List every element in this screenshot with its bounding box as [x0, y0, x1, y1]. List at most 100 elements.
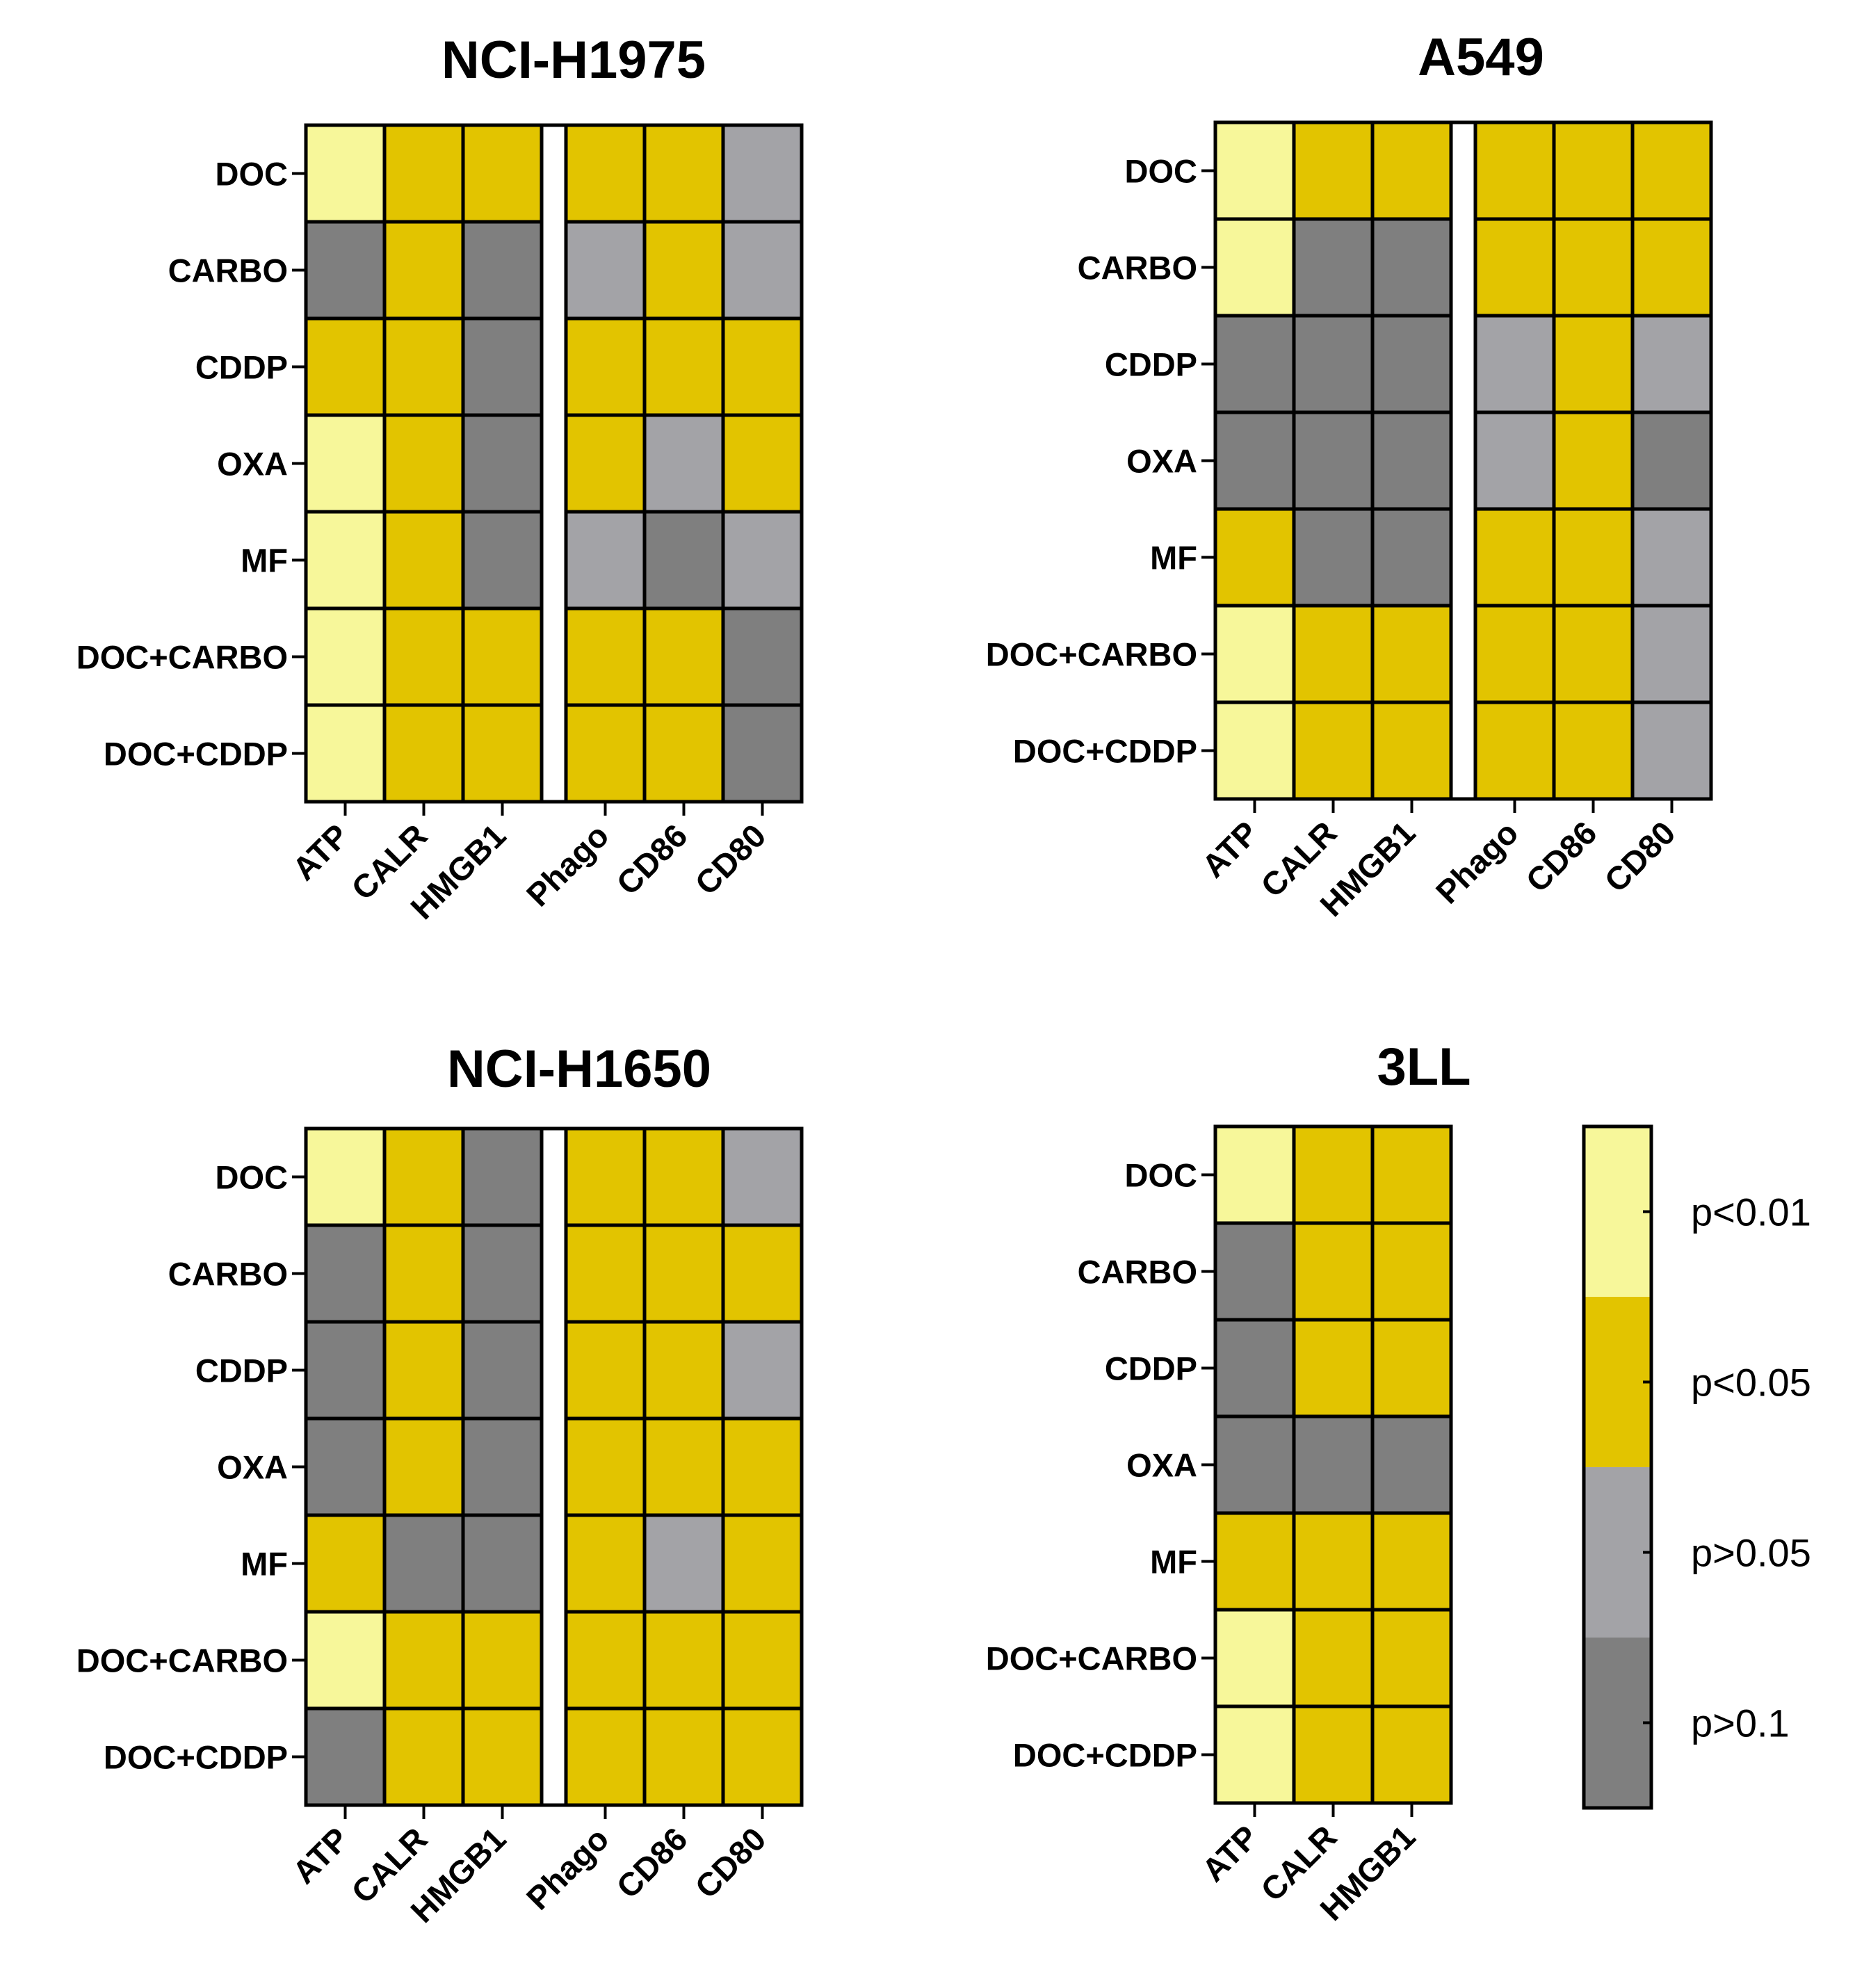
heatmap-cell-doc-cddp-atp	[304, 703, 387, 804]
heatmap-cell-mf-atp	[1213, 507, 1296, 608]
legend-swatch-p-0-1	[1584, 1638, 1651, 1808]
heatmap-cell-oxa-hmgb1	[1370, 1414, 1453, 1515]
row-label: OXA	[217, 446, 288, 483]
row-label: DOC+CARBO	[76, 639, 288, 676]
heatmap-cell-mf-cd80	[1630, 507, 1713, 608]
heatmap-cell-mf-cd86	[1552, 507, 1635, 608]
row-label: DOC+CARBO	[986, 1640, 1197, 1677]
heatmap-cell-doc-cd80	[721, 123, 804, 224]
heatmap-cell-doc-carbo-phago	[564, 606, 647, 707]
row-label: CDDP	[1105, 346, 1197, 383]
heatmap-cell-oxa-cd86	[1552, 410, 1635, 511]
row-label: CDDP	[195, 1352, 288, 1389]
heatmap-cell-cddp-cd86	[1552, 314, 1635, 414]
heatmap-cell-doc-cddp-cd80	[721, 1706, 804, 1807]
heatmap-cell-carbo-atp	[1213, 217, 1296, 318]
heatmap-cell-cddp-cd86	[642, 316, 725, 417]
heatmap-cell-cddp-hmgb1	[461, 1320, 544, 1421]
heatmap-cell-doc-carbo-cd80	[721, 1610, 804, 1711]
heatmap-cell-doc-carbo-atp	[1213, 1608, 1296, 1708]
heatmap-cell-carbo-cd80	[721, 1223, 804, 1324]
heatmap-cell-doc-cddp-hmgb1	[461, 703, 544, 804]
heatmap-cell-doc-carbo-calr	[1292, 1608, 1375, 1708]
heatmap-cell-doc-cddp-cd80	[1630, 700, 1713, 801]
column-gap-separator	[1449, 120, 1477, 801]
row-label: CARBO	[1078, 1254, 1197, 1291]
legend-label: p<0.05	[1691, 1361, 1811, 1405]
heatmap-cell-cddp-calr	[1292, 314, 1375, 414]
heatmap-cell-doc-phago	[1473, 120, 1556, 221]
heatmap-cell-carbo-calr	[1292, 1221, 1375, 1322]
heatmap-cell-cddp-calr	[382, 1320, 465, 1421]
row-label: CDDP	[195, 349, 288, 386]
legend-swatch-p-0-05	[1584, 1467, 1651, 1638]
heatmap-cell-doc-cddp-cd86	[642, 1706, 725, 1807]
row-label: DOC+CARBO	[76, 1642, 288, 1679]
row-label: DOC+CDDP	[104, 1739, 288, 1776]
heatmap-cell-cddp-cd80	[721, 1320, 804, 1421]
heatmap-cell-mf-phago	[1473, 507, 1556, 608]
row-label: CARBO	[1078, 250, 1197, 286]
heatmap-cell-doc-cddp-hmgb1	[1370, 1704, 1453, 1805]
legend: p<0.01 p<0.05 p>0.05 p>0.1	[1582, 1124, 1811, 1810]
heatmap-cell-doc-calr	[1292, 120, 1375, 221]
legend-label: p>0.05	[1691, 1531, 1811, 1575]
column-label: CD86	[609, 817, 694, 902]
heatmap-cell-carbo-phago	[564, 1223, 647, 1324]
column-gap-separator	[540, 123, 568, 804]
heatmap-cell-doc-carbo-phago	[564, 1610, 647, 1711]
heatmap-cell-doc-carbo-calr	[382, 606, 465, 707]
column-label: CD86	[609, 1820, 694, 1905]
heatmap-cell-doc-hmgb1	[1370, 120, 1453, 221]
heatmap-cell-mf-atp	[304, 510, 387, 611]
row-label: DOC+CDDP	[1013, 1737, 1197, 1774]
heatmap-cell-doc-carbo-hmgb1	[1370, 1608, 1453, 1708]
heatmap-cell-oxa-phago	[1473, 410, 1556, 511]
column-label: ATP	[285, 817, 355, 887]
heatmap-cell-doc-cd80	[1630, 120, 1713, 221]
heatmap-cell-doc-carbo-calr	[382, 1610, 465, 1711]
heatmap-cell-mf-hmgb1	[1370, 507, 1453, 608]
heatmap-cell-doc-carbo-cd80	[1630, 604, 1713, 704]
legend-swatch-p-0-01	[1584, 1126, 1651, 1297]
heatmap-cell-cddp-atp	[304, 1320, 387, 1421]
heatmap-cell-cddp-atp	[1213, 1318, 1296, 1419]
heatmap-cell-mf-atp	[1213, 1511, 1296, 1612]
row-label: MF	[241, 542, 288, 579]
heatmap-cell-doc-carbo-hmgb1	[461, 1610, 544, 1711]
heatmap-cell-doc-carbo-hmgb1	[1370, 604, 1453, 704]
panel-title: 3LL	[1377, 1037, 1471, 1097]
heatmap-cell-doc-atp	[304, 1126, 387, 1227]
heatmap-cell-doc-calr	[382, 1126, 465, 1227]
heatmap-cell-doc-cddp-calr	[1292, 700, 1375, 801]
heatmap-cell-mf-calr	[1292, 1511, 1375, 1612]
heatmap-cell-oxa-hmgb1	[461, 413, 544, 514]
column-label: Phago	[519, 1820, 616, 1917]
heatmap-cell-doc-cddp-atp	[1213, 700, 1296, 801]
heatmap-cell-oxa-hmgb1	[461, 1416, 544, 1517]
heatmap-cell-oxa-cd86	[642, 1416, 725, 1517]
heatmap-cell-doc-phago	[564, 123, 647, 224]
heatmap-panel-nci-h1975: NCI-H1975 DOC CARBO CDDP OXA MF DOC+CARBO DOC+C…	[76, 31, 804, 926]
heatmap-cell-carbo-calr	[382, 220, 465, 321]
heatmap-cell-doc-cddp-calr	[382, 1706, 465, 1807]
heatmap-cell-mf-cd86	[642, 510, 725, 611]
heatmap-cell-cddp-calr	[1292, 1318, 1375, 1419]
heatmap-cell-carbo-hmgb1	[461, 220, 544, 321]
heatmap-cell-cddp-cd86	[642, 1320, 725, 1421]
heatmap-cell-doc-cddp-calr	[1292, 1704, 1375, 1805]
heatmap-cell-doc-hmgb1	[1370, 1124, 1453, 1225]
legend-swatch-p-0-05	[1584, 1297, 1651, 1467]
heatmap-cell-doc-carbo-cd86	[1552, 604, 1635, 704]
heatmap-cell-oxa-calr	[1292, 1414, 1375, 1515]
heatmap-cell-doc-cddp-hmgb1	[1370, 700, 1453, 801]
heatmap-cell-oxa-atp	[304, 1416, 387, 1517]
heatmap-cell-cddp-cd80	[1630, 314, 1713, 414]
heatmap-cell-oxa-calr	[1292, 410, 1375, 511]
row-label: DOC	[216, 156, 288, 193]
heatmap-cell-doc-cddp-phago	[564, 703, 647, 804]
heatmap-cell-doc-carbo-cd86	[642, 1610, 725, 1711]
row-label: DOC	[1125, 153, 1197, 190]
legend-label: p<0.01	[1691, 1190, 1811, 1234]
row-label: DOC	[216, 1159, 288, 1196]
